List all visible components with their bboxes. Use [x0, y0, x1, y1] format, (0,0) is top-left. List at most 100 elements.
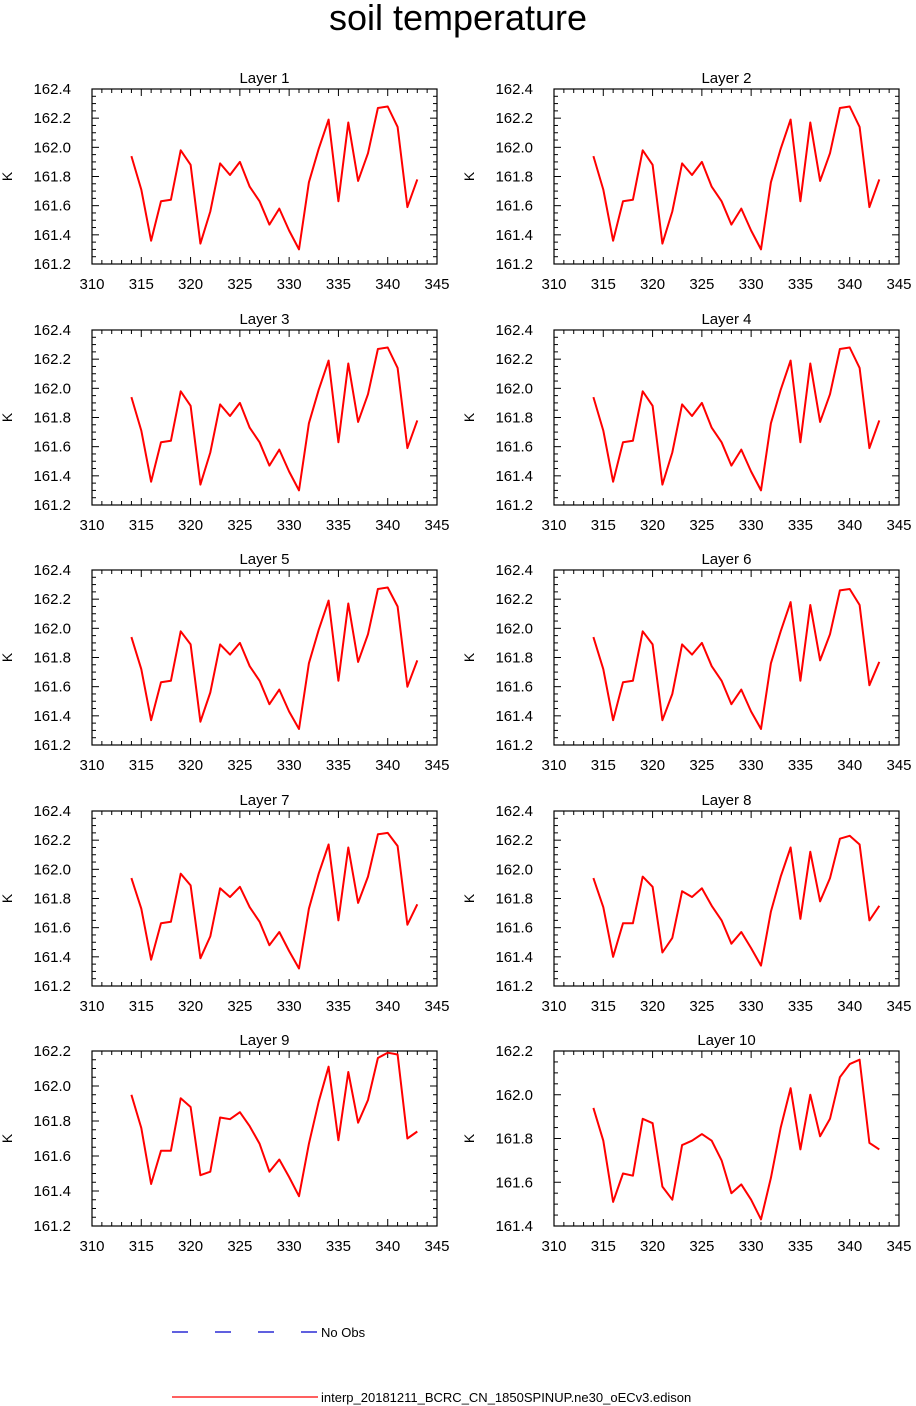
y-tick-label: 162.0	[33, 380, 71, 397]
y-tick-label: 161.6	[495, 439, 533, 456]
y-tick-label: 161.2	[495, 497, 533, 514]
y-tick-label: 161.4	[33, 468, 71, 485]
y-tick-label: 162.0	[33, 861, 71, 878]
x-tick-label: 310	[541, 276, 566, 293]
x-tick-label: 310	[79, 757, 104, 774]
panel-title: Layer 5	[239, 551, 289, 568]
series-line	[592, 834, 881, 967]
x-tick-label: 330	[277, 1238, 302, 1255]
y-tick-label: 162.0	[495, 861, 533, 878]
y-tick-label: 161.4	[495, 1218, 533, 1235]
y-axis-label: K	[0, 412, 15, 422]
x-tick-label: 320	[178, 517, 203, 534]
y-tick-label: 161.2	[33, 1218, 71, 1235]
x-tick-label: 325	[689, 276, 714, 293]
x-tick-label: 325	[227, 998, 252, 1015]
panel-title: Layer 8	[701, 792, 751, 809]
x-tick-label: 325	[689, 998, 714, 1015]
x-tick-label: 325	[227, 276, 252, 293]
x-tick-label: 335	[326, 276, 351, 293]
x-tick-label: 320	[178, 276, 203, 293]
y-tick-label: 162.4	[495, 81, 533, 98]
y-tick-label: 161.2	[33, 737, 71, 754]
y-tick-label: 162.4	[495, 322, 533, 339]
y-tick-label: 162.2	[495, 1043, 533, 1060]
x-tick-label: 345	[886, 1238, 911, 1255]
y-tick-label: 161.6	[33, 920, 71, 937]
x-tick-label: 320	[640, 998, 665, 1015]
y-tick-label: 161.6	[495, 1174, 533, 1191]
y-tick-label: 161.2	[495, 978, 533, 995]
y-tick-label: 162.0	[33, 1078, 71, 1095]
y-tick-label: 161.6	[495, 679, 533, 696]
y-tick-label: 162.0	[33, 620, 71, 637]
y-tick-label: 161.6	[33, 198, 71, 215]
panel-title: Layer 4	[701, 311, 751, 328]
y-tick-label: 161.4	[33, 949, 71, 966]
x-tick-label: 310	[541, 757, 566, 774]
y-tick-label: 161.4	[33, 708, 71, 725]
y-tick-label: 162.2	[495, 832, 533, 849]
y-tick-label: 161.8	[495, 410, 533, 427]
y-tick-label: 162.0	[33, 139, 71, 156]
y-tick-label: 161.6	[33, 439, 71, 456]
y-tick-label: 161.8	[33, 169, 71, 186]
x-tick-label: 330	[277, 757, 302, 774]
series-line	[130, 586, 419, 730]
legend-label-no-obs: No Obs	[321, 1325, 366, 1340]
y-tick-label: 162.2	[33, 591, 71, 608]
x-tick-label: 345	[886, 276, 911, 293]
x-tick-label: 315	[129, 998, 154, 1015]
y-tick-label: 162.4	[33, 322, 71, 339]
x-tick-label: 330	[277, 276, 302, 293]
plot-frame	[91, 569, 438, 746]
panel-title: Layer 1	[239, 70, 289, 87]
panel-layer-3: Layer 3 K 310 315 320 325 330 335 340 345 161.2 161…	[0, 311, 450, 534]
series-line	[130, 831, 419, 970]
x-tick-label: 310	[79, 276, 104, 293]
plot-frame	[553, 1050, 900, 1227]
x-tick-label: 320	[178, 998, 203, 1015]
x-tick-label: 320	[178, 1238, 203, 1255]
y-tick-label: 161.2	[495, 737, 533, 754]
y-tick-label: 162.2	[33, 110, 71, 127]
y-tick-label: 161.4	[33, 1183, 71, 1200]
x-tick-label: 335	[788, 276, 813, 293]
y-tick-label: 161.8	[33, 410, 71, 427]
x-tick-label: 340	[837, 517, 862, 534]
x-tick-label: 345	[424, 757, 449, 774]
y-tick-label: 161.4	[495, 949, 533, 966]
x-tick-label: 330	[277, 517, 302, 534]
x-tick-label: 345	[886, 517, 911, 534]
x-tick-label: 330	[739, 1238, 764, 1255]
x-tick-label: 330	[739, 276, 764, 293]
x-tick-label: 340	[837, 998, 862, 1015]
y-tick-label: 162.2	[495, 351, 533, 368]
x-tick-label: 320	[640, 517, 665, 534]
y-tick-label: 161.4	[495, 468, 533, 485]
y-axis-label: K	[0, 652, 15, 662]
x-tick-label: 335	[326, 1238, 351, 1255]
x-tick-label: 340	[375, 1238, 400, 1255]
y-tick-label: 161.8	[495, 169, 533, 186]
y-axis-label: K	[0, 171, 15, 181]
y-tick-label: 161.2	[33, 256, 71, 273]
series-line	[592, 588, 881, 730]
x-tick-label: 310	[541, 517, 566, 534]
panel-layer-8: Layer 8 K 310 315 320 325 330 335 340 345 161.2 161…	[461, 792, 912, 1015]
y-tick-label: 162.0	[495, 620, 533, 637]
x-tick-label: 335	[326, 517, 351, 534]
x-tick-label: 330	[739, 998, 764, 1015]
series-line	[592, 346, 881, 492]
x-tick-label: 345	[424, 998, 449, 1015]
x-tick-label: 315	[129, 757, 154, 774]
x-tick-label: 335	[326, 757, 351, 774]
y-axis-label: K	[461, 1133, 477, 1143]
x-tick-label: 345	[424, 276, 449, 293]
x-tick-label: 345	[886, 998, 911, 1015]
x-tick-label: 345	[424, 517, 449, 534]
y-tick-label: 162.0	[495, 139, 533, 156]
y-tick-label: 162.0	[495, 380, 533, 397]
y-tick-label: 162.4	[33, 562, 71, 579]
